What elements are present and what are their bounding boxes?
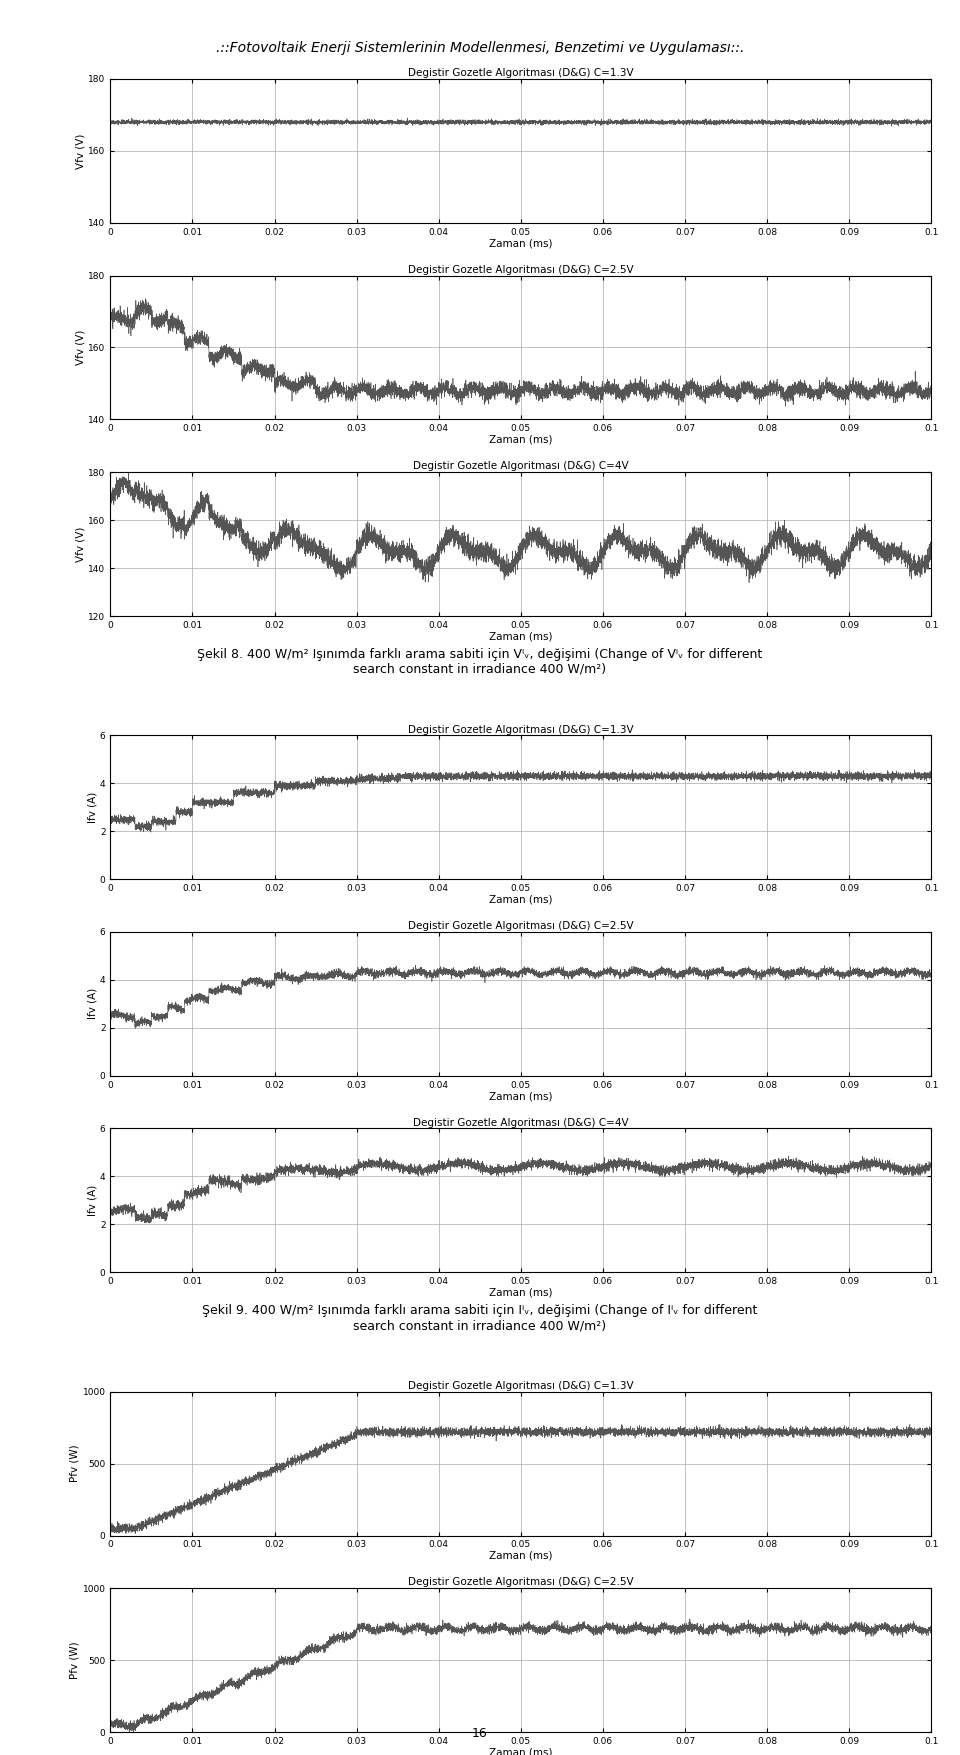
X-axis label: Zaman (ms): Zaman (ms) <box>489 1092 553 1100</box>
Y-axis label: Ifv (A): Ifv (A) <box>87 1185 97 1216</box>
Text: Şekil 8. 400 W/m² Işınımda farklı arama sabiti için Vⁱᵥ, değişimi (Change of Vⁱᵥ: Şekil 8. 400 W/m² Işınımda farklı arama … <box>198 648 762 676</box>
Y-axis label: Vfv (V): Vfv (V) <box>76 133 85 168</box>
X-axis label: Zaman (ms): Zaman (ms) <box>489 1551 553 1560</box>
X-axis label: Zaman (ms): Zaman (ms) <box>489 1748 553 1755</box>
Y-axis label: Ifv (A): Ifv (A) <box>87 988 97 1020</box>
X-axis label: Zaman (ms): Zaman (ms) <box>489 1288 553 1297</box>
Title: Degistir Gozetle Algoritması (D&G) C=4V: Degistir Gozetle Algoritması (D&G) C=4V <box>413 1118 629 1128</box>
Y-axis label: Pfv (W): Pfv (W) <box>70 1641 80 1680</box>
X-axis label: Zaman (ms): Zaman (ms) <box>489 239 553 247</box>
Title: Degistir Gozetle Algoritması (D&G) C=1.3V: Degistir Gozetle Algoritması (D&G) C=1.3… <box>408 725 634 735</box>
Title: Degistir Gozetle Algoritması (D&G) C=2.5V: Degistir Gozetle Algoritması (D&G) C=2.5… <box>408 1578 634 1588</box>
Title: Degistir Gozetle Algoritması (D&G) C=4V: Degistir Gozetle Algoritması (D&G) C=4V <box>413 462 629 472</box>
Title: Degistir Gozetle Algoritması (D&G) C=1.3V: Degistir Gozetle Algoritması (D&G) C=1.3… <box>408 1381 634 1392</box>
X-axis label: Zaman (ms): Zaman (ms) <box>489 632 553 641</box>
Y-axis label: Vfv (V): Vfv (V) <box>76 330 85 365</box>
Y-axis label: Ifv (A): Ifv (A) <box>87 792 97 823</box>
X-axis label: Zaman (ms): Zaman (ms) <box>489 895 553 904</box>
Y-axis label: Vfv (V): Vfv (V) <box>76 526 85 562</box>
Text: Şekil 9. 400 W/m² Işınımda farklı arama sabiti için Iⁱᵥ, değişimi (Change of Iⁱᵥ: Şekil 9. 400 W/m² Işınımda farklı arama … <box>203 1304 757 1332</box>
X-axis label: Zaman (ms): Zaman (ms) <box>489 435 553 444</box>
Text: .::Fotovoltaik Enerji Sistemlerinin Modellenmesi, Benzetimi ve Uygulaması::.: .::Fotovoltaik Enerji Sistemlerinin Mode… <box>216 42 744 54</box>
Text: 16: 16 <box>472 1727 488 1741</box>
Title: Degistir Gozetle Algoritması (D&G) C=1.3V: Degistir Gozetle Algoritması (D&G) C=1.3… <box>408 68 634 79</box>
Y-axis label: Pfv (W): Pfv (W) <box>70 1444 80 1483</box>
Title: Degistir Gozetle Algoritması (D&G) C=2.5V: Degistir Gozetle Algoritması (D&G) C=2.5… <box>408 265 634 276</box>
Title: Degistir Gozetle Algoritması (D&G) C=2.5V: Degistir Gozetle Algoritması (D&G) C=2.5… <box>408 921 634 932</box>
